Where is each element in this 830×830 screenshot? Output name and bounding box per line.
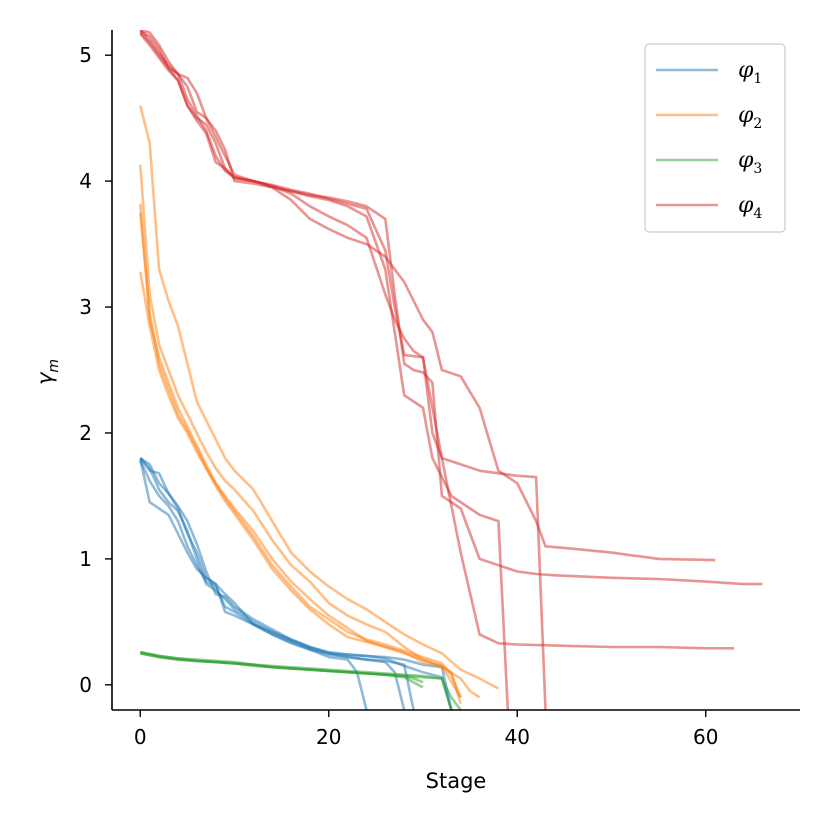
x-tick-label: 60 (693, 725, 718, 749)
series-2-run-5-line (139, 271, 462, 699)
legend-box (644, 43, 786, 233)
legend-4-sub: 4 (753, 206, 762, 222)
x-tick-label: 40 (505, 725, 530, 749)
legend-1-sub: 1 (753, 71, 762, 87)
y-tick-label: 5 (79, 43, 92, 67)
x-tick-label: 0 (134, 725, 147, 749)
y-axis-label: γm (33, 359, 62, 385)
y-tick-label: 3 (79, 295, 92, 319)
series-1-run-5-line (139, 457, 453, 710)
series-1-run-3-line (139, 459, 368, 710)
series-layer (139, 30, 763, 710)
y-tick-label: 2 (79, 421, 92, 445)
series-2-run-3-line (139, 203, 462, 698)
legend-4-base: φ (738, 193, 754, 218)
series-4-run-5-line (139, 32, 716, 562)
legend-1-base: φ (738, 58, 754, 83)
series-3-run-4-line (140, 652, 453, 710)
legend-3-label: φ3 (738, 148, 762, 177)
series-1-run-4-line (139, 457, 453, 710)
series-2-run-1-line (139, 105, 500, 690)
y-ticks: 0 1 2 3 4 5 (79, 43, 112, 697)
x-ticks: 0 20 40 60 (134, 710, 718, 749)
y-tick-label: 0 (79, 673, 92, 697)
y-axis-label-sub: m (46, 359, 62, 373)
y-tick-label: 4 (79, 169, 92, 193)
x-axis-label: Stage (426, 769, 487, 793)
legend-2-label: φ2 (738, 103, 762, 132)
y-tick-label: 1 (79, 547, 92, 571)
y-axis-label-base: γ (33, 371, 57, 385)
legend-4-label: φ4 (738, 193, 762, 222)
series-1-run-2-line (139, 460, 415, 710)
legend-2-base: φ (738, 103, 754, 128)
series-4-run-4-line (139, 30, 734, 650)
legend-3-base: φ (738, 148, 754, 173)
x-tick-label: 20 (316, 725, 341, 749)
legend-3-sub: 3 (753, 161, 762, 177)
legend-2-sub: 2 (753, 116, 762, 132)
legend-1-label: φ1 (738, 58, 762, 87)
